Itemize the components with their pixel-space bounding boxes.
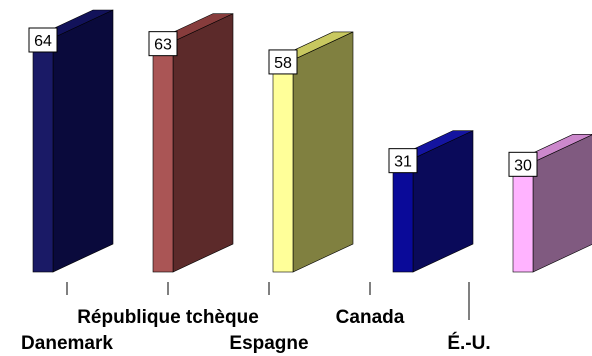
data-label-box [28,27,58,53]
data-label-espagne: 58 [268,49,298,75]
category-label-espagne: Espagne [229,333,308,354]
bar-republique-tcheque: 63 [148,13,234,273]
data-label-text: 58 [274,55,292,72]
bar-front-canada [392,158,414,273]
tick-marks-group [66,282,470,320]
data-label-box [508,151,538,177]
data-label-text: 64 [34,33,52,50]
data-label-box [148,31,178,57]
bar-front-e-u [512,162,534,273]
bar-espagne: 58 [268,31,354,273]
bar-side-espagne [292,31,354,273]
data-label-e-u: 30 [508,151,538,177]
data-label-text: 63 [154,37,172,54]
bar-front-danemark [32,37,54,273]
category-label-canada: Canada [336,307,405,328]
bar-e-u: 30 [508,134,592,273]
bar-front-espagne [272,59,294,273]
data-label-box [388,148,418,174]
category-label-e-u: É.-U. [447,332,490,354]
data-label-republique-tcheque: 63 [148,31,178,57]
bar-danemark: 64 [28,9,114,273]
data-label-box [268,49,298,75]
bar-front-republique-tcheque [152,41,174,273]
bar-side-republique-tcheque [172,13,234,273]
data-label-danemark: 64 [28,27,58,53]
category-label-danemark: Danemark [21,333,113,354]
bar-canada: 31 [388,130,474,273]
category-label-republique-tcheque: République tchèque [77,307,259,328]
data-label-text: 30 [514,157,532,174]
bars-group: 64 63 58 31 30 [28,9,592,273]
category-labels-group: Danemark République tchèque Espagne Canada É… [21,307,491,354]
data-label-text: 31 [394,154,412,171]
bar-side-danemark [52,9,114,273]
data-label-canada: 31 [388,148,418,174]
